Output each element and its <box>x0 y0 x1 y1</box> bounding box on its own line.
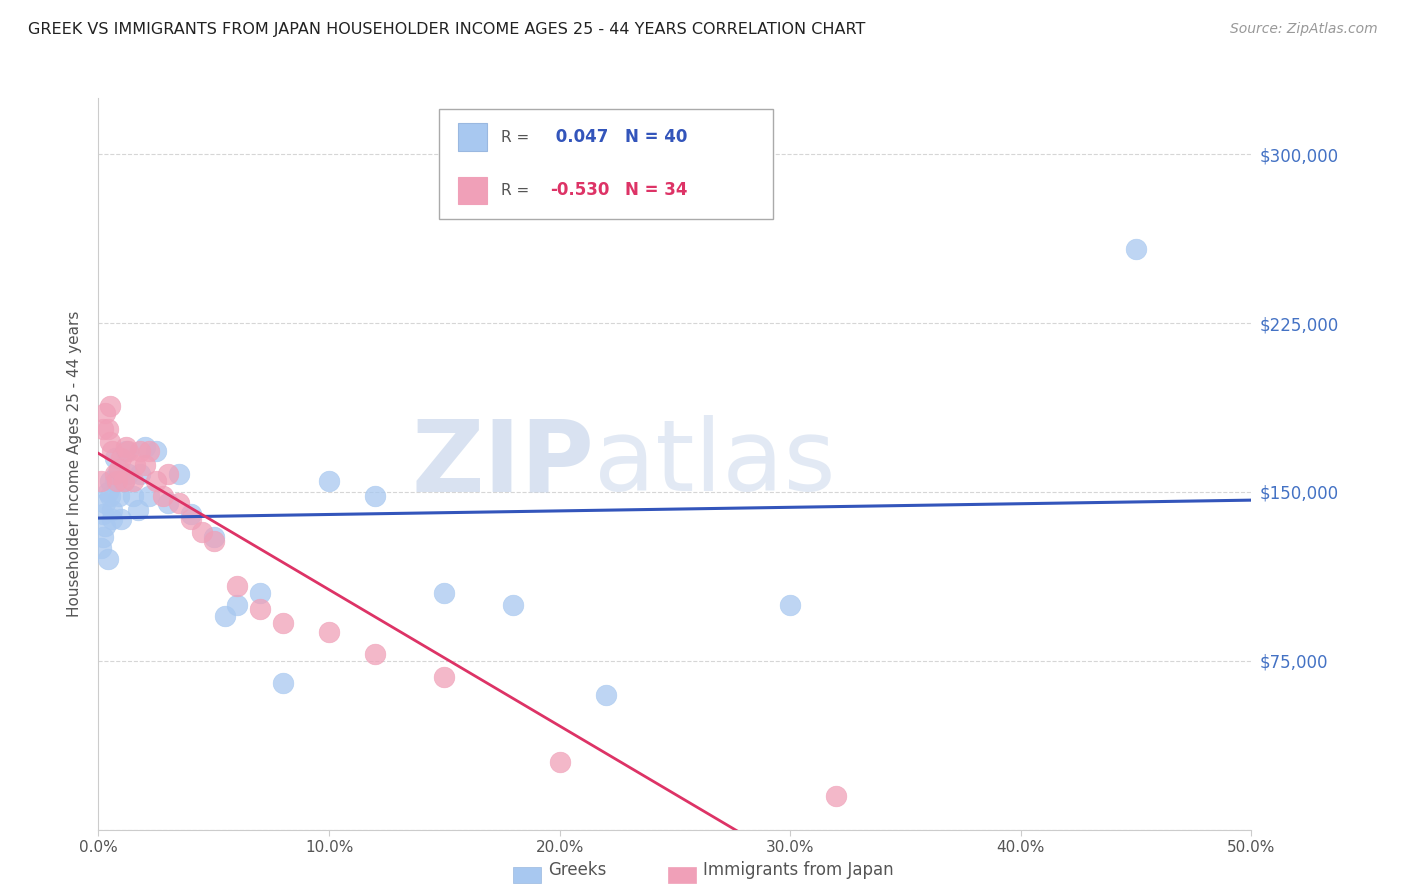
Point <box>202 530 225 544</box>
Point <box>1125 242 1147 256</box>
Point <box>101 503 124 517</box>
Bar <box>458 177 486 204</box>
Point <box>318 624 340 639</box>
Point <box>318 474 340 488</box>
Point <box>433 586 456 600</box>
Point <box>138 490 160 504</box>
Point <box>202 534 225 549</box>
Point <box>112 474 135 488</box>
Point <box>98 400 121 414</box>
Point <box>97 552 120 566</box>
Point <box>271 676 294 690</box>
Point <box>167 496 190 510</box>
Point <box>156 467 179 481</box>
Point <box>105 474 128 488</box>
Point <box>127 503 149 517</box>
Point <box>108 490 131 504</box>
Point <box>433 669 456 683</box>
Point <box>103 451 125 466</box>
Point <box>90 474 112 488</box>
Point <box>167 467 190 481</box>
Point <box>502 598 524 612</box>
Point <box>180 512 202 526</box>
Point <box>94 518 117 533</box>
Point <box>129 467 152 481</box>
Point <box>364 647 387 661</box>
Point <box>225 598 247 612</box>
Point <box>117 467 139 481</box>
Point <box>595 688 617 702</box>
Point <box>97 422 120 436</box>
Point <box>94 406 117 420</box>
Point <box>110 512 132 526</box>
Point <box>97 485 120 500</box>
Text: GREEK VS IMMIGRANTS FROM JAPAN HOUSEHOLDER INCOME AGES 25 - 44 YEARS CORRELATION: GREEK VS IMMIGRANTS FROM JAPAN HOUSEHOLD… <box>28 22 866 37</box>
Point <box>249 602 271 616</box>
Point <box>112 474 135 488</box>
Bar <box>458 123 486 151</box>
Point <box>98 474 121 488</box>
Text: Source: ZipAtlas.com: Source: ZipAtlas.com <box>1230 22 1378 37</box>
Point <box>138 444 160 458</box>
Point <box>91 422 114 436</box>
Point <box>225 580 247 594</box>
Point <box>145 474 167 488</box>
Point <box>103 467 125 481</box>
Point <box>98 435 121 450</box>
Point <box>91 508 114 522</box>
Point <box>271 615 294 630</box>
Point <box>115 440 138 454</box>
Text: Immigrants from Japan: Immigrants from Japan <box>703 861 894 879</box>
Point <box>129 444 152 458</box>
Point <box>122 474 145 488</box>
Point <box>249 586 271 600</box>
Point <box>364 490 387 504</box>
Point <box>101 444 124 458</box>
Text: -0.530: -0.530 <box>550 181 610 200</box>
Point <box>548 755 571 769</box>
Point <box>156 496 179 510</box>
Point <box>779 598 801 612</box>
Point <box>115 444 138 458</box>
Point <box>98 490 121 504</box>
Point <box>117 444 139 458</box>
Point <box>134 440 156 454</box>
Y-axis label: Householder Income Ages 25 - 44 years: Householder Income Ages 25 - 44 years <box>67 310 83 617</box>
Point <box>124 458 146 472</box>
Point <box>122 490 145 504</box>
Point <box>94 496 117 510</box>
Point <box>103 474 125 488</box>
Point <box>825 789 848 803</box>
Text: 0.047: 0.047 <box>550 128 609 146</box>
Point <box>110 451 132 466</box>
Point <box>134 458 156 472</box>
Point <box>91 530 114 544</box>
FancyBboxPatch shape <box>439 109 773 219</box>
Point <box>90 541 112 556</box>
Point <box>214 608 236 623</box>
Point <box>101 512 124 526</box>
Point <box>152 490 174 504</box>
Point <box>105 467 128 481</box>
Text: N = 34: N = 34 <box>626 181 688 200</box>
Point <box>191 525 214 540</box>
Text: atlas: atlas <box>595 416 835 512</box>
Point <box>180 508 202 522</box>
Text: Greeks: Greeks <box>548 861 607 879</box>
Text: ZIP: ZIP <box>412 416 595 512</box>
Point <box>145 444 167 458</box>
Text: R =: R = <box>501 183 534 198</box>
Text: N = 40: N = 40 <box>626 128 688 146</box>
Text: R =: R = <box>501 129 534 145</box>
Point <box>108 462 131 476</box>
